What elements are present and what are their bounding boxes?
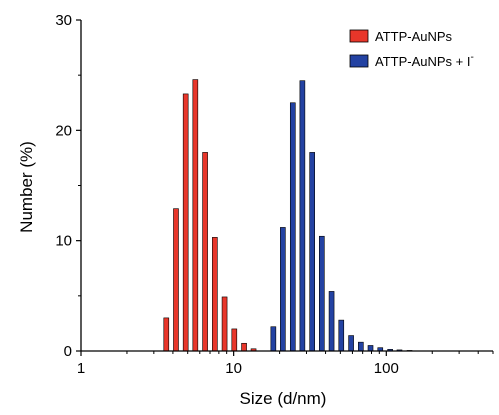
bar-series1-5 [319, 235, 325, 352]
bar-series1-6 [328, 291, 335, 352]
bar-series1-8 [348, 335, 354, 352]
x-tick-label-2: 100 [374, 360, 399, 377]
axes-layer [80, 20, 493, 352]
bar-series0-5 [212, 237, 218, 352]
bar-series0-1 [173, 208, 179, 352]
bar-series1-2 [289, 102, 296, 352]
legend-swatch-attp-aunps [349, 29, 369, 43]
legend-label-attp-aunps-iodide-text: ATTP-AuNPs + I [375, 54, 470, 69]
legend-swatch-attp-aunps-iodide [349, 54, 369, 68]
bar-series1-1 [280, 227, 286, 352]
bar-series0-7 [231, 328, 238, 352]
bar-series1-0 [270, 326, 277, 352]
y-tick-label-1: 10 [55, 233, 72, 250]
legend-label-superscript: - [470, 52, 473, 63]
bar-series0-6 [221, 296, 228, 352]
y-tick-label-3: 30 [55, 12, 72, 29]
x-tick-label-1: 10 [225, 360, 242, 377]
y-tick-label-0: 0 [64, 343, 72, 360]
bar-series0-4 [202, 152, 208, 352]
x-tick-label-0: 1 [77, 360, 85, 377]
bar-series0-3 [192, 79, 199, 352]
legend-label-attp-aunps-iodide: ATTP-AuNPs + I- [375, 52, 474, 69]
y-tick-label-2: 20 [55, 122, 72, 139]
bars-layer [163, 79, 413, 352]
legend-label-attp-aunps: ATTP-AuNPs [375, 29, 453, 44]
legend: ATTP-AuNPs ATTP-AuNPs + I- [349, 29, 474, 69]
bar-series0-2 [182, 93, 189, 352]
x-axis-title: Size (d/nm) [240, 389, 327, 408]
bar-series1-10 [367, 345, 374, 352]
bar-series1-7 [338, 319, 345, 352]
y-axis-title: Number (%) [17, 141, 36, 233]
ticks-layer: 0 10 20 30 1 10 100 [55, 12, 494, 377]
bar-series1-3 [299, 80, 306, 352]
bar-series1-9 [358, 341, 364, 352]
bar-series0-0 [163, 317, 170, 352]
bar-series0-8 [241, 342, 247, 352]
bar-series1-4 [309, 152, 316, 352]
